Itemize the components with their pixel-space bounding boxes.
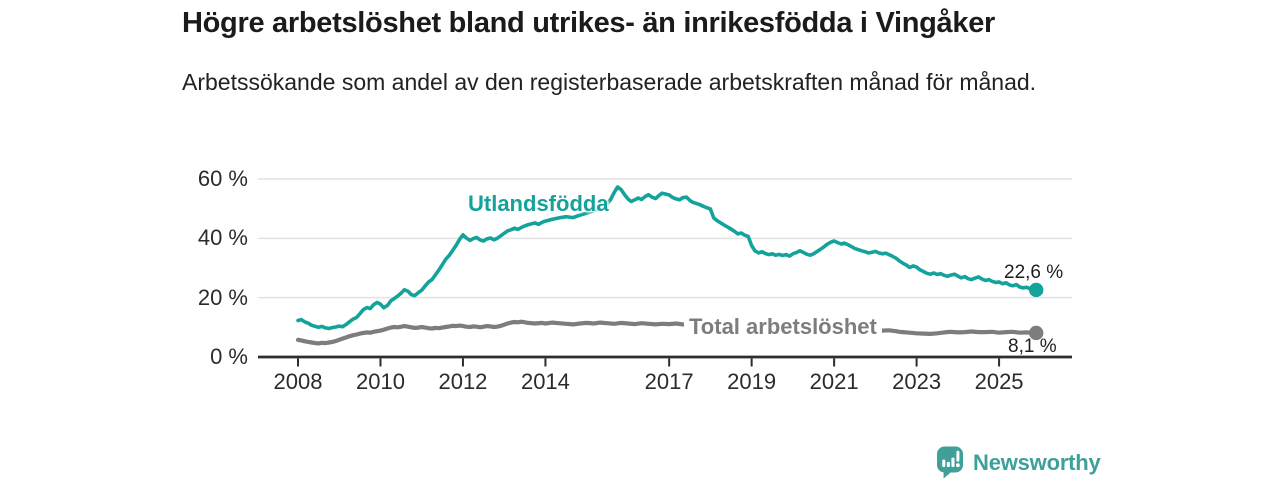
x-tick-label: 2021: [809, 369, 859, 394]
newsworthy-logo[interactable]: Newsworthy: [936, 446, 1101, 479]
end-value-label-total: 8,1 %: [1008, 336, 1057, 357]
newsworthy-logo-text: Newsworthy: [973, 449, 1101, 475]
x-tick-label: 2008: [273, 369, 323, 394]
x-tick-label: 2012: [438, 369, 488, 394]
y-tick-label: 40 %: [197, 225, 248, 251]
chart-subtitle: Arbetssökande som andel av den registerb…: [182, 69, 1037, 95]
series-label-utlandsfodda: Utlandsfödda: [468, 191, 609, 216]
x-tick-label: 2014: [520, 369, 570, 394]
y-tick-label: 20 %: [197, 284, 248, 310]
end-value-label-utlandsfodda: 22,6 %: [1004, 262, 1064, 283]
chart-title: Högre arbetslöshet bland utrikes- än inr…: [182, 7, 996, 39]
x-tick-label: 2019: [727, 369, 777, 394]
y-tick-label: 60 %: [197, 165, 248, 191]
x-tick-label: 2017: [644, 369, 694, 394]
x-tick-label: 2025: [974, 369, 1024, 394]
series-end-dot-total: [1028, 325, 1044, 341]
series-line-utlandsfodda: [296, 185, 1038, 331]
x-tick-label: 2010: [355, 369, 405, 394]
series-label-total-arbetsloshet: Total arbetslöshet: [684, 314, 882, 340]
series-line-total: [295, 319, 1039, 346]
series-end-dot-utlandsfodda: [1028, 282, 1044, 298]
x-tick-label: 2023: [892, 369, 942, 394]
y-tick-label: 0 %: [210, 344, 248, 369]
bar-chart-speech-bubble-icon: [937, 446, 963, 479]
